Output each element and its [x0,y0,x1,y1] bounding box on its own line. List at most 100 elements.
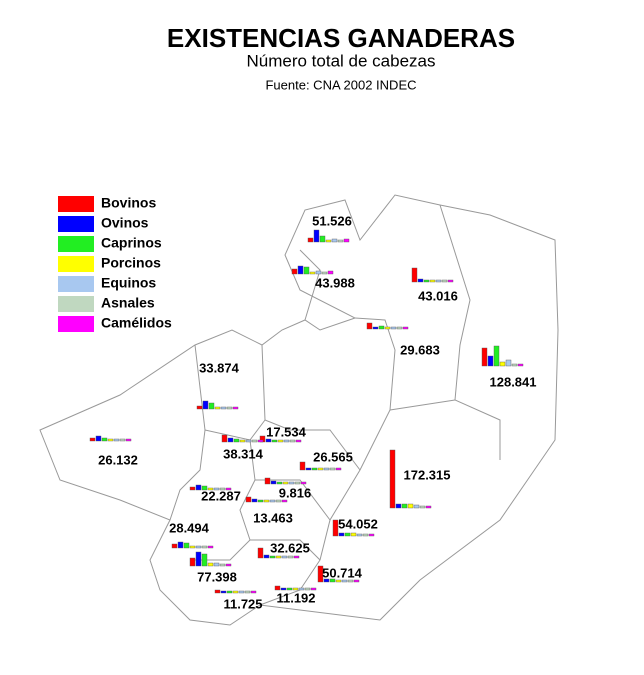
bar [493,345,500,367]
bar [368,533,375,537]
legend-swatch [58,196,94,212]
region-total: 32.625 [270,540,310,555]
region-total: 26.565 [313,449,353,464]
legend-swatch [58,316,94,332]
legend-label: Equinos [101,275,156,291]
bar [263,554,270,559]
bar [171,543,178,549]
bar [219,487,226,491]
source: Fuente: CNA 2002 INDEC [265,77,416,92]
bar [390,326,397,330]
region-total: 128.841 [490,374,537,389]
bar [325,239,332,243]
bar [274,585,281,591]
legend-swatch [58,236,94,252]
bar [389,449,396,509]
bar [317,565,324,583]
bar [435,279,442,283]
bar [225,487,232,491]
bar [305,467,312,471]
bar [245,439,252,443]
bar [487,355,494,367]
region-total: 54.052 [338,516,378,531]
bar [441,279,448,283]
bar [425,505,432,509]
bar [317,467,324,471]
bar [264,477,271,485]
region-total: 13.463 [253,510,293,525]
bar [207,545,214,549]
legend-label: Ovinos [101,215,149,231]
bar [310,587,317,591]
bar [411,267,418,283]
bar [288,481,295,485]
bar [323,467,330,471]
bar [335,467,342,471]
region-total: 43.988 [315,275,355,290]
bar [177,541,184,549]
bar [344,532,351,537]
bar [113,438,120,442]
bar [220,406,227,410]
bar [251,439,258,443]
bar [300,481,307,485]
bar [257,547,264,559]
bar [298,587,305,591]
bar [447,279,454,283]
bar [265,438,272,443]
bar [407,503,414,509]
bar [311,467,318,471]
region-total: 9.816 [279,485,312,500]
bar [196,405,203,410]
bar [413,504,420,509]
bar [286,587,293,591]
bar [214,589,221,594]
bar [207,562,214,567]
bar [226,590,233,594]
bar [270,480,277,485]
bar [221,434,228,443]
bar [287,555,294,559]
bar [289,439,296,443]
bar [362,533,369,537]
bar [423,279,430,283]
bar [195,484,202,491]
bar [353,579,360,583]
title: EXISTENCIAS GANADERAS [167,23,515,53]
legend: Bovinos Ovinos Caprinos Porcinos Equinos Asna… [58,195,172,332]
bar [250,590,257,594]
bar [395,503,402,509]
bar [347,579,354,583]
bar [331,238,338,243]
bar [303,266,310,275]
bar [505,359,512,367]
bar [232,406,239,410]
bar [277,439,284,443]
bar [372,326,379,330]
bar [276,481,283,485]
legend-label: Camélidos [101,315,172,331]
bar [281,555,288,559]
bar [95,435,102,442]
legend-label: Asnales [101,295,155,311]
bar [208,402,215,410]
bar [323,578,330,583]
regions: 51.526 43.988 43.016 29.683 128.841 33.874 26.… [89,213,537,611]
bar [232,590,239,594]
bar [233,438,240,443]
bar [307,237,314,243]
bar [202,400,209,410]
bar [263,499,270,503]
bar [295,439,302,443]
bar [245,496,252,503]
bar [321,271,328,275]
legend-swatch [58,296,94,312]
bar [225,563,232,567]
bar [337,239,344,243]
bar [271,439,278,443]
bar [280,587,287,591]
region-total: 28.494 [169,520,210,535]
legend-label: Caprinos [101,235,162,251]
bar [201,485,208,491]
region-total: 172.315 [404,467,451,482]
